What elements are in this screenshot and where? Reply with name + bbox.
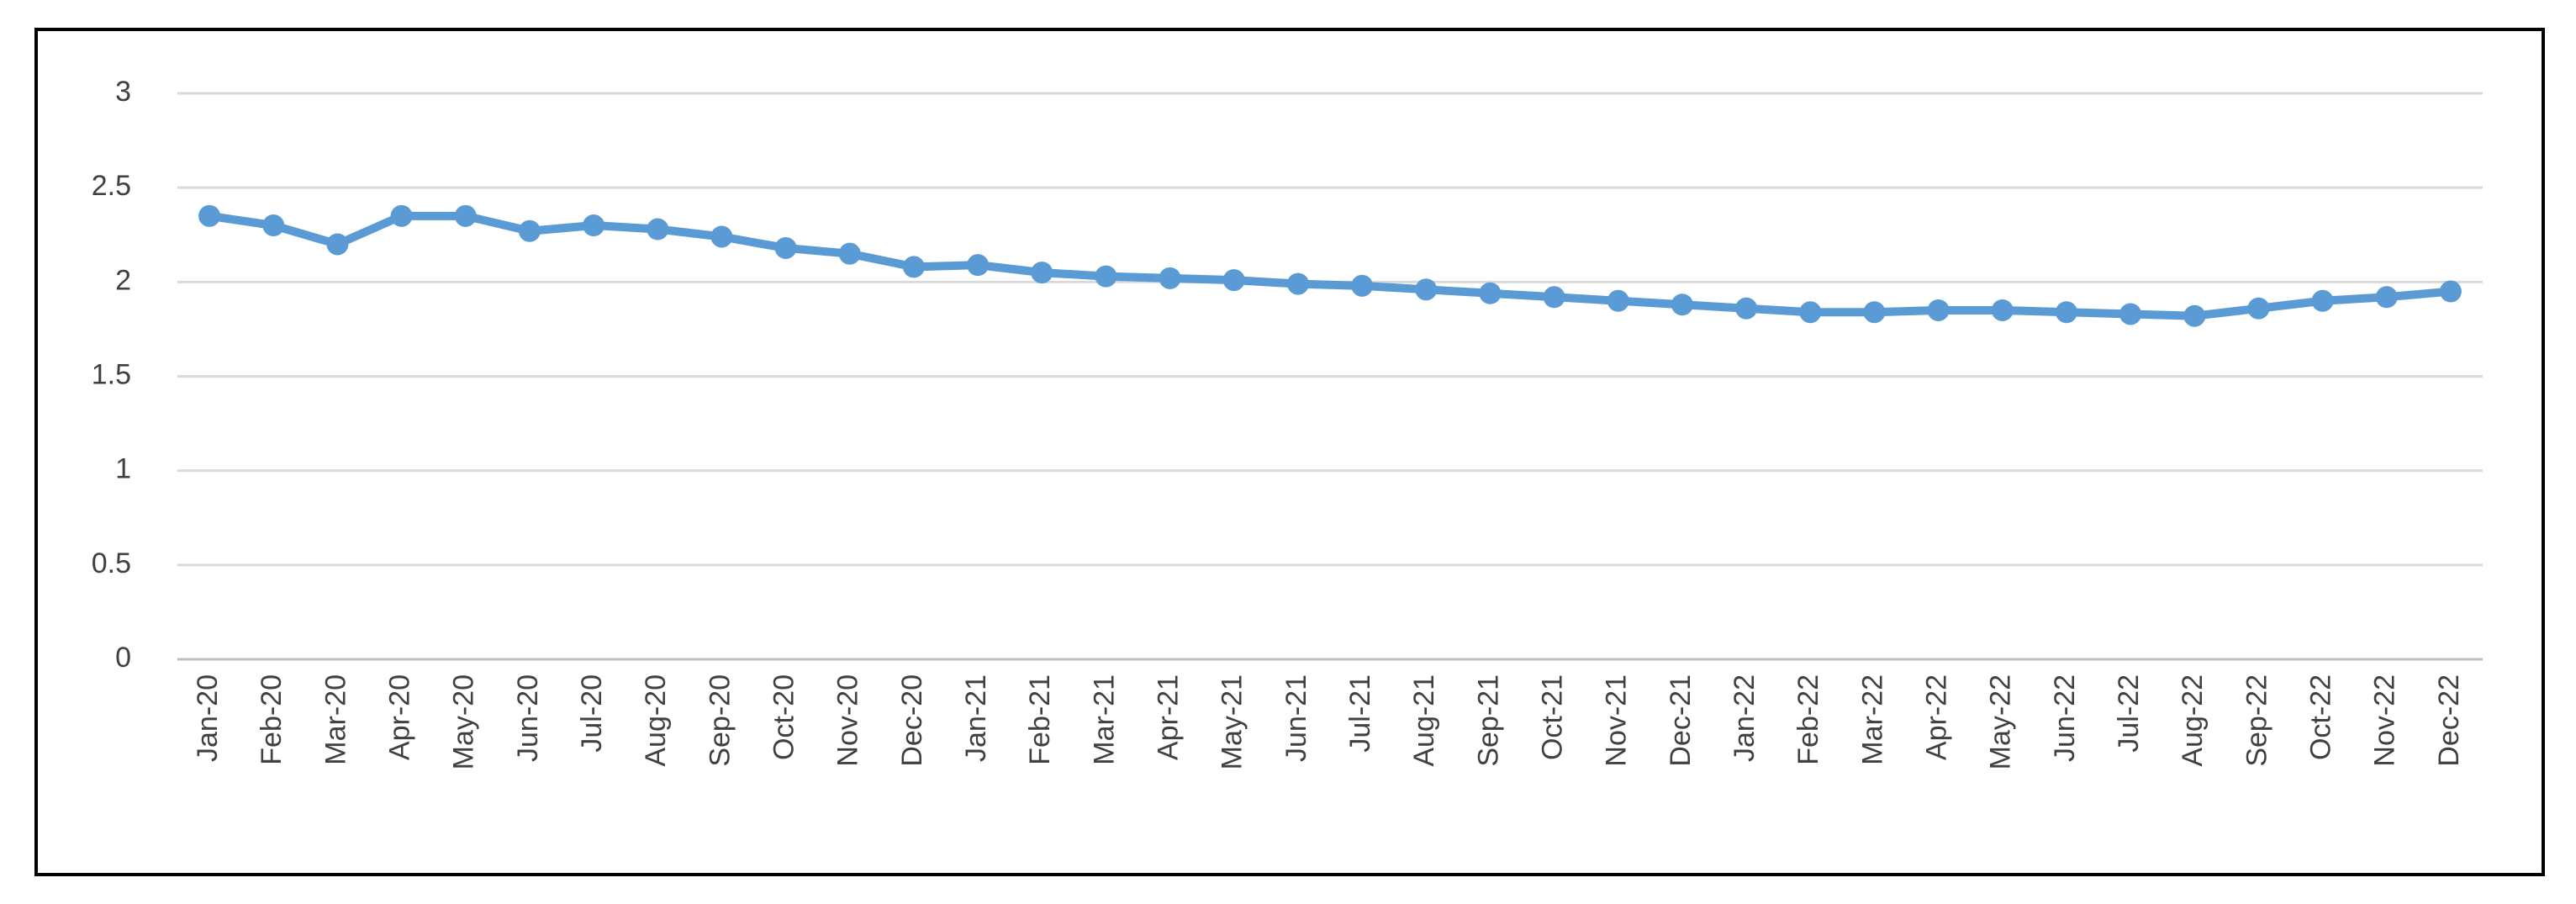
marker	[262, 214, 285, 237]
y-tick-label: 3	[115, 76, 131, 108]
y-tick-label: 1.5	[92, 358, 131, 390]
marker	[1927, 299, 1950, 321]
marker	[2119, 303, 2142, 325]
x-tick-label: Jan-20	[192, 674, 224, 762]
x-tick-label: Mar-20	[319, 674, 351, 765]
y-tick-label: 1	[115, 453, 131, 485]
marker	[1222, 269, 1245, 292]
marker	[1543, 286, 1565, 309]
marker	[2375, 286, 2398, 309]
marker	[1479, 282, 1502, 304]
marker	[390, 204, 413, 227]
x-tick-label: Jul-21	[1344, 674, 1376, 753]
x-tick-label: Feb-21	[1024, 674, 1056, 765]
chart-border	[34, 28, 2545, 876]
x-tick-label: Jan-21	[960, 674, 992, 762]
marker	[1031, 262, 1053, 284]
marker	[1286, 272, 1309, 295]
marker	[198, 204, 221, 227]
x-tick-label: Sep-20	[704, 674, 736, 767]
x-tick-label: Aug-21	[1408, 674, 1440, 767]
y-tick-label: 2.5	[92, 170, 131, 202]
marker	[1159, 267, 1181, 289]
x-tick-label: Jun-21	[1280, 674, 1312, 762]
x-tick-label: Jun-22	[2049, 674, 2081, 762]
marker	[2247, 297, 2270, 320]
x-tick-label: Aug-20	[640, 674, 672, 767]
x-tick-label: Nov-21	[1601, 674, 1633, 767]
x-tick-label: Oct-21	[1537, 674, 1569, 760]
marker	[1735, 297, 1758, 320]
x-tick-label: Apr-20	[384, 674, 416, 760]
x-tick-label: Dec-22	[2433, 674, 2465, 767]
x-tick-label: Dec-20	[896, 674, 928, 767]
x-tick-label: May-20	[448, 674, 480, 769]
marker	[454, 204, 477, 227]
x-tick-label: Mar-22	[1856, 674, 1888, 765]
x-tick-label: Aug-22	[2177, 674, 2209, 767]
marker	[647, 218, 669, 241]
x-tick-label: May-22	[1985, 674, 2017, 769]
marker	[2439, 280, 2462, 303]
marker	[838, 242, 861, 265]
marker	[902, 256, 925, 278]
marker	[1671, 293, 1693, 316]
marker	[774, 236, 797, 259]
x-tick-label: Oct-20	[768, 674, 800, 760]
marker	[1607, 289, 1629, 312]
x-tick-label: Apr-21	[1153, 674, 1185, 760]
marker	[1991, 299, 2014, 321]
marker	[518, 219, 541, 242]
marker	[1351, 274, 1374, 297]
x-tick-label: Jan-22	[1729, 674, 1760, 762]
marker	[1095, 265, 1117, 288]
x-tick-label: Jun-20	[512, 674, 544, 762]
x-tick-label: May-21	[1217, 674, 1248, 769]
y-tick-label: 0.5	[92, 547, 131, 579]
x-tick-label: Feb-22	[1792, 674, 1824, 765]
y-tick-label: 0	[115, 642, 131, 674]
x-tick-label: Nov-22	[2369, 674, 2401, 767]
x-tick-label: Jul-22	[2113, 674, 2145, 753]
marker	[1863, 301, 1886, 324]
marker	[583, 214, 605, 237]
marker	[2055, 301, 2077, 324]
marker	[967, 254, 990, 277]
x-tick-label: Apr-22	[1921, 674, 1953, 760]
marker	[710, 225, 733, 248]
x-tick-label: Jul-20	[576, 674, 608, 753]
x-tick-label: Dec-21	[1665, 674, 1697, 767]
x-tick-label: Nov-20	[832, 674, 864, 767]
x-tick-label: Mar-21	[1088, 674, 1120, 765]
marker	[326, 233, 349, 256]
x-tick-label: Feb-20	[256, 674, 288, 765]
y-tick-label: 2	[115, 264, 131, 296]
x-tick-label: Oct-22	[2305, 674, 2337, 760]
marker	[2183, 304, 2206, 327]
x-tick-label: Sep-22	[2241, 674, 2272, 767]
x-tick-label: Sep-21	[1472, 674, 1504, 767]
marker	[1799, 301, 1822, 324]
marker	[1415, 278, 1438, 301]
marker	[2311, 289, 2334, 312]
